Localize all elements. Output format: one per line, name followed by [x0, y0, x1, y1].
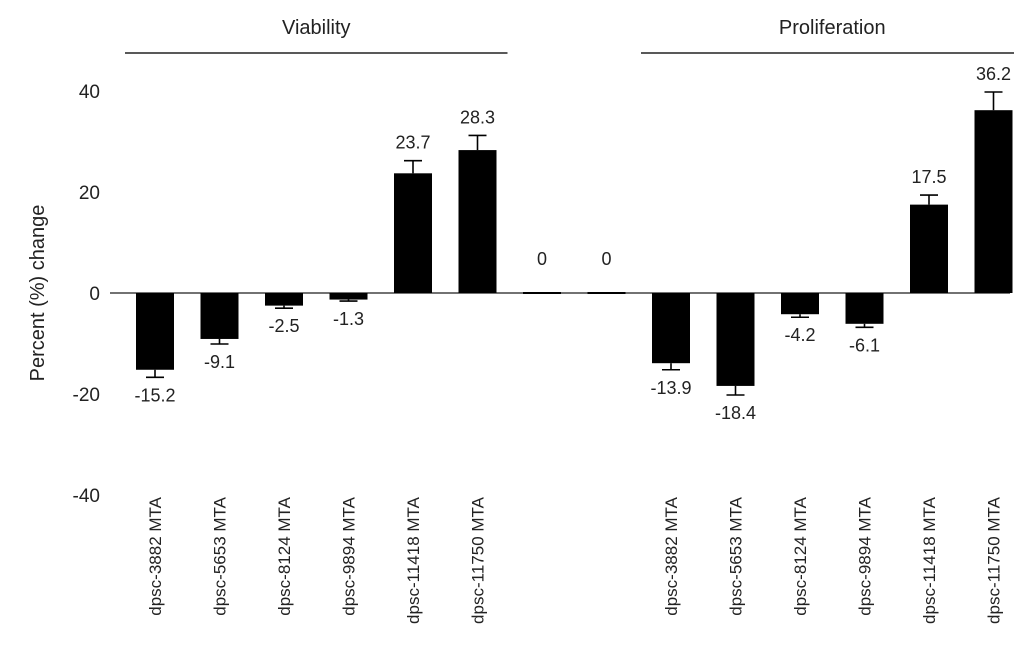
x-tick-label: dpsc-8124 MTA: [275, 496, 294, 615]
error-bar: [404, 159, 422, 174]
error-bar: [920, 194, 938, 205]
bar-value-label: -9.1: [204, 352, 235, 372]
bar-value-label: -15.2: [134, 385, 175, 405]
y-axis-label: Percent (%) change: [27, 205, 49, 382]
error-bar: [855, 323, 874, 329]
y-tick-label: 0: [89, 284, 100, 305]
bar: [781, 293, 819, 315]
y-tick-label: -40: [73, 486, 100, 507]
error-bar: [791, 314, 809, 319]
bar: [329, 293, 368, 300]
x-tick-label: dpsc-3882 MTA: [146, 496, 165, 615]
y-tick-label: -20: [73, 385, 100, 406]
y-tick-label: 40: [79, 82, 100, 103]
bar: [394, 173, 432, 293]
bar-value-label: -6.1: [849, 335, 880, 355]
error-bar: [275, 305, 293, 309]
error-bar: [339, 299, 358, 302]
bar-value-label: 17.5: [911, 167, 946, 187]
bar-value-label: -2.5: [268, 316, 299, 336]
bar: [652, 293, 690, 364]
group-title: Viability: [282, 17, 351, 39]
error-bar: [726, 385, 745, 396]
bar-value-label: 0: [537, 249, 547, 269]
bar-value-label: 0: [601, 249, 611, 269]
bar: [587, 292, 626, 294]
bar: [458, 150, 497, 293]
x-tick-label: dpsc-3882 MTA: [662, 496, 681, 615]
group-title: Proliferation: [779, 17, 886, 39]
bar: [974, 110, 1013, 293]
bar-value-label: -1.3: [333, 309, 364, 329]
x-tick-label: dpsc-9894 MTA: [340, 496, 359, 615]
error-bar: [468, 134, 487, 151]
x-tick-label: dpsc-11418 MTA: [404, 496, 423, 624]
bar: [716, 293, 755, 386]
bar-value-label: 23.7: [395, 133, 430, 153]
x-tick-label: dpsc-5653 MTA: [211, 496, 230, 615]
bar: [265, 293, 303, 306]
bar: [136, 293, 174, 370]
x-tick-label: dpsc-11750 MTA: [469, 496, 488, 624]
x-tick-label: dpsc-8124 MTA: [791, 496, 810, 615]
group-header-layer: Viability Proliferation: [125, 17, 1014, 54]
error-bar: [662, 363, 680, 371]
bar-value-label: -18.4: [715, 403, 756, 423]
x-tick-label: dpsc-11418 MTA: [920, 496, 939, 624]
x-tick-label: dpsc-9894 MTA: [856, 496, 875, 615]
y-tick-label: 20: [79, 183, 100, 204]
bar-value-label: -13.9: [650, 378, 691, 398]
bar: [910, 204, 948, 293]
bar-value-label: -4.2: [784, 325, 815, 345]
error-bar: [984, 91, 1003, 111]
bars-layer: -15.2 -9.1 -2.5 -1.3 23.7 28.3 0 0 -13.9 -18.4 -4.…: [134, 64, 1013, 423]
bar: [845, 293, 884, 324]
x-tick-label: dpsc-5653 MTA: [727, 496, 746, 615]
error-bar: [210, 338, 229, 345]
error-bar: [146, 369, 164, 379]
bar-value-label: 36.2: [976, 64, 1011, 84]
bar: [523, 292, 561, 294]
bar: [200, 293, 239, 339]
bar-value-label: 28.3: [460, 107, 495, 127]
x-tick-label: dpsc-11750 MTA: [985, 496, 1004, 624]
x-tick-labels: dpsc-3882 MTA dpsc-5653 MTA dpsc-8124 MTA d…: [146, 496, 1004, 624]
